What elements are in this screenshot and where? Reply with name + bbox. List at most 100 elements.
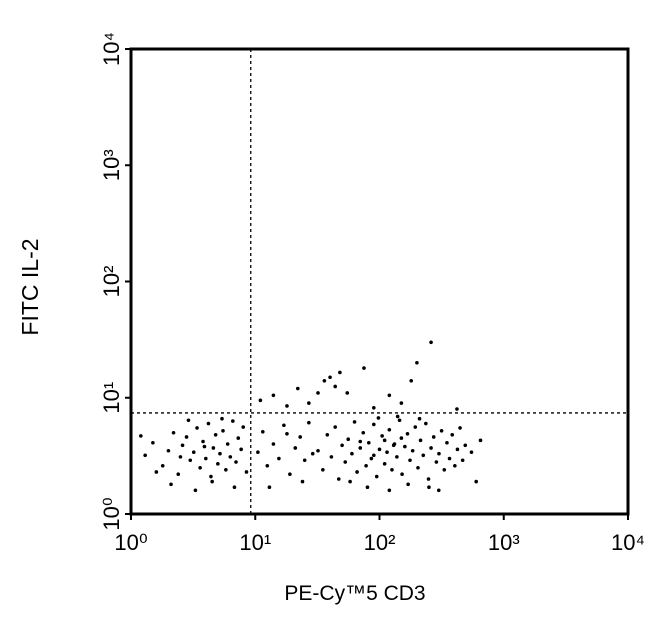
- event-dot: [387, 428, 392, 432]
- event-dot: [322, 378, 327, 383]
- event-dot: [206, 421, 211, 426]
- event-dot: [209, 474, 213, 479]
- event-dot: [348, 479, 352, 484]
- event-dot: [271, 393, 276, 398]
- event-dot: [361, 430, 366, 435]
- event-dot: [202, 444, 207, 449]
- event-dot: [418, 438, 423, 443]
- event-dot: [295, 386, 300, 391]
- event-dot: [399, 436, 404, 440]
- event-dot: [429, 446, 433, 450]
- event-dot: [316, 391, 320, 395]
- event-dot: [455, 447, 460, 452]
- event-dot: [416, 465, 420, 470]
- event-dot: [293, 446, 298, 450]
- event-dot: [186, 418, 191, 423]
- event-dot: [231, 419, 235, 423]
- event-dot: [447, 456, 452, 461]
- event-dot: [166, 448, 171, 453]
- event-dot: [325, 433, 330, 437]
- x-tick-label: 10⁴: [611, 530, 645, 555]
- event-dot: [321, 468, 325, 472]
- event-dot: [345, 391, 350, 395]
- event-dot: [338, 370, 342, 375]
- event-dot: [431, 435, 436, 439]
- event-dot: [445, 440, 449, 445]
- y-tick-label: 10²: [99, 266, 124, 298]
- event-dot: [417, 416, 422, 421]
- event-dot: [307, 401, 311, 405]
- event-dot: [474, 479, 478, 484]
- event-dot: [372, 405, 376, 410]
- event-dot: [241, 425, 246, 429]
- event-dot: [178, 455, 183, 459]
- event-dot: [437, 451, 441, 456]
- event-dot: [220, 416, 224, 421]
- event-dot: [369, 456, 374, 461]
- event-dot: [329, 455, 334, 459]
- event-dot: [188, 458, 193, 463]
- event-dot: [213, 433, 218, 437]
- event-dot: [415, 360, 419, 365]
- event-dot: [450, 433, 455, 437]
- y-tick-label: 10³: [99, 149, 124, 181]
- event-dot: [406, 482, 410, 487]
- event-dot: [380, 434, 384, 438]
- event-dot: [333, 384, 337, 389]
- event-dot: [397, 418, 402, 423]
- event-dot: [399, 401, 404, 405]
- event-dot: [478, 438, 483, 443]
- event-dot: [346, 437, 351, 441]
- event-dot: [307, 420, 311, 425]
- event-dot: [267, 485, 272, 490]
- event-dot: [169, 482, 173, 487]
- event-dot: [372, 422, 376, 427]
- event-dot: [316, 448, 320, 453]
- event-dot: [364, 463, 368, 468]
- event-dot: [343, 460, 348, 464]
- event-dot: [225, 442, 230, 446]
- event-dot: [256, 450, 260, 455]
- event-dot: [201, 439, 205, 444]
- event-dot: [234, 460, 238, 464]
- event-dot: [180, 443, 185, 448]
- event-dot: [362, 366, 366, 370]
- event-dot: [421, 453, 426, 458]
- event-dot: [184, 435, 189, 439]
- event-dot: [216, 462, 220, 466]
- event-dot: [151, 440, 155, 445]
- event-dot: [310, 451, 315, 456]
- event-dot: [288, 472, 292, 476]
- event-dot: [355, 470, 359, 474]
- event-dot: [410, 448, 415, 453]
- event-dot: [382, 438, 387, 443]
- event-dot: [224, 468, 228, 472]
- plot-frame: [129, 47, 630, 516]
- event-dot: [198, 465, 202, 470]
- event-dot: [463, 443, 468, 448]
- event-dot: [302, 458, 307, 463]
- event-dot: [191, 450, 196, 455]
- event-dot: [387, 488, 392, 493]
- event-dot: [387, 393, 392, 398]
- event-dot: [350, 451, 354, 456]
- event-dot: [413, 425, 418, 429]
- event-dot: [352, 420, 357, 424]
- event-dot: [453, 463, 457, 468]
- event-dot: [395, 455, 399, 459]
- event-dot: [358, 446, 363, 450]
- event-dot: [193, 488, 198, 493]
- event-dot: [228, 455, 233, 459]
- y-axis-title: FITC IL-2: [17, 238, 43, 335]
- event-dot: [239, 447, 243, 452]
- y-tick-label: 10⁴: [99, 32, 124, 66]
- event-dot: [455, 407, 459, 411]
- event-dot: [221, 428, 225, 433]
- event-dot: [260, 429, 265, 434]
- event-dot: [204, 456, 208, 461]
- x-axis-title: PE-Cy™5 CD3: [284, 582, 425, 605]
- event-dot: [176, 472, 181, 476]
- event-dot: [244, 470, 249, 474]
- event-dot: [460, 458, 465, 463]
